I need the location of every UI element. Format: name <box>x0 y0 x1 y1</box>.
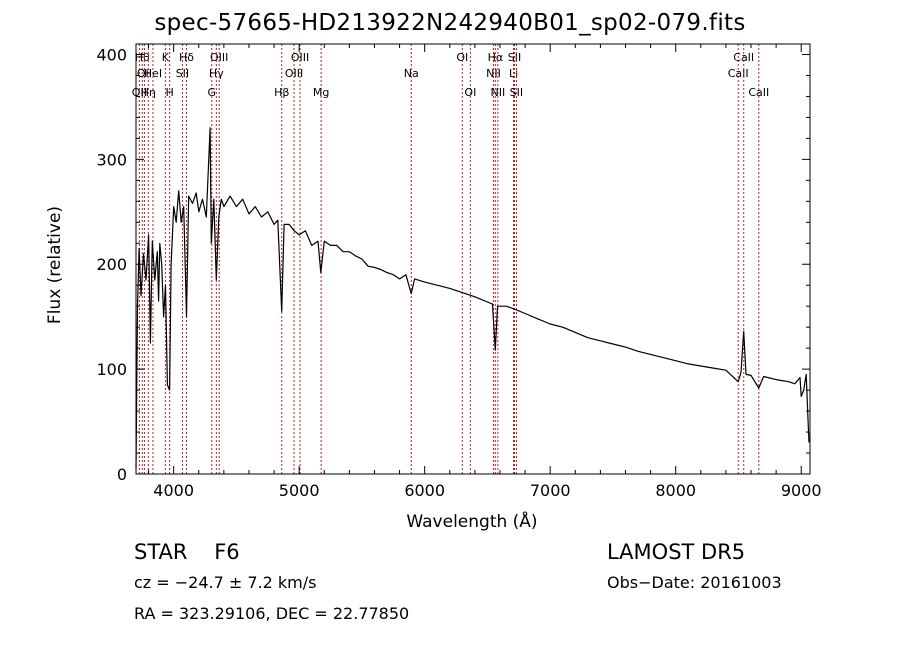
object-class: STAR <box>134 540 188 564</box>
object-subclass: F6 <box>214 540 240 564</box>
line-marker-label: OIII <box>210 51 228 64</box>
line-marker-label: NII <box>486 67 501 80</box>
line-marker-label: OI <box>464 86 476 99</box>
y-tick-label: 100 <box>96 360 127 379</box>
line-marker-label: Hγ <box>209 67 224 80</box>
y-tick-label: 300 <box>96 150 127 169</box>
chart-title: spec-57665-HD213922N242940B01_sp02-079.f… <box>154 10 746 36</box>
line-marker-label: CaII <box>733 51 754 64</box>
object-class-line: STAR F6 <box>134 540 240 564</box>
line-marker-label: Hα <box>488 51 504 64</box>
line-marker-label: SII <box>510 86 523 99</box>
line-marker-label: OIII <box>291 51 309 64</box>
observation-date: Obs−Date: 20161003 <box>607 573 782 592</box>
x-tick-label: 8000 <box>655 481 696 500</box>
line-marker-label: Na <box>404 67 419 80</box>
y-tick-label: 0 <box>117 465 127 484</box>
line-marker-label: HeI <box>144 67 162 80</box>
plot-frame <box>135 43 811 475</box>
line-marker-label: OI <box>456 51 468 64</box>
redshift-velocity: cz = −24.7 ± 7.2 km/s <box>134 573 317 592</box>
line-marker-label: CaII <box>728 67 749 80</box>
line-marker-label: G <box>208 86 217 99</box>
line-marker-label: Hβ <box>274 86 289 99</box>
line-marker-label: SII <box>508 51 521 64</box>
line-marker-label: Li <box>509 67 518 80</box>
x-tick-label: 5000 <box>279 481 320 500</box>
line-marker-label: Mg <box>313 86 329 99</box>
line-marker-label: SII <box>176 67 189 80</box>
line-marker-label: NII <box>490 86 505 99</box>
y-tick-label: 400 <box>96 45 127 64</box>
line-marker-label: OIII <box>285 67 303 80</box>
y-tick-label: 200 <box>96 255 127 274</box>
x-tick-label: 6000 <box>404 481 445 500</box>
line-marker-label: CaII <box>748 86 769 99</box>
line-marker-label: Hδ <box>179 51 194 64</box>
coordinates: RA = 323.29106, DEC = 22.77850 <box>134 604 410 623</box>
x-tick-label: 7000 <box>530 481 571 500</box>
x-tick-label: 9000 <box>781 481 822 500</box>
x-tick-label: 4000 <box>153 481 194 500</box>
spectrum-series-line <box>135 127 810 469</box>
line-marker-label: H <box>165 86 173 99</box>
line-marker-label: K <box>162 51 170 64</box>
x-axis-title: Wavelength (Å) <box>406 512 538 532</box>
y-axis-title: Flux (relative) <box>45 205 65 325</box>
survey-label: LAMOST DR5 <box>607 540 746 564</box>
line-marker-label: Hη <box>141 86 156 99</box>
line-marker-label: Hθ <box>135 51 150 64</box>
